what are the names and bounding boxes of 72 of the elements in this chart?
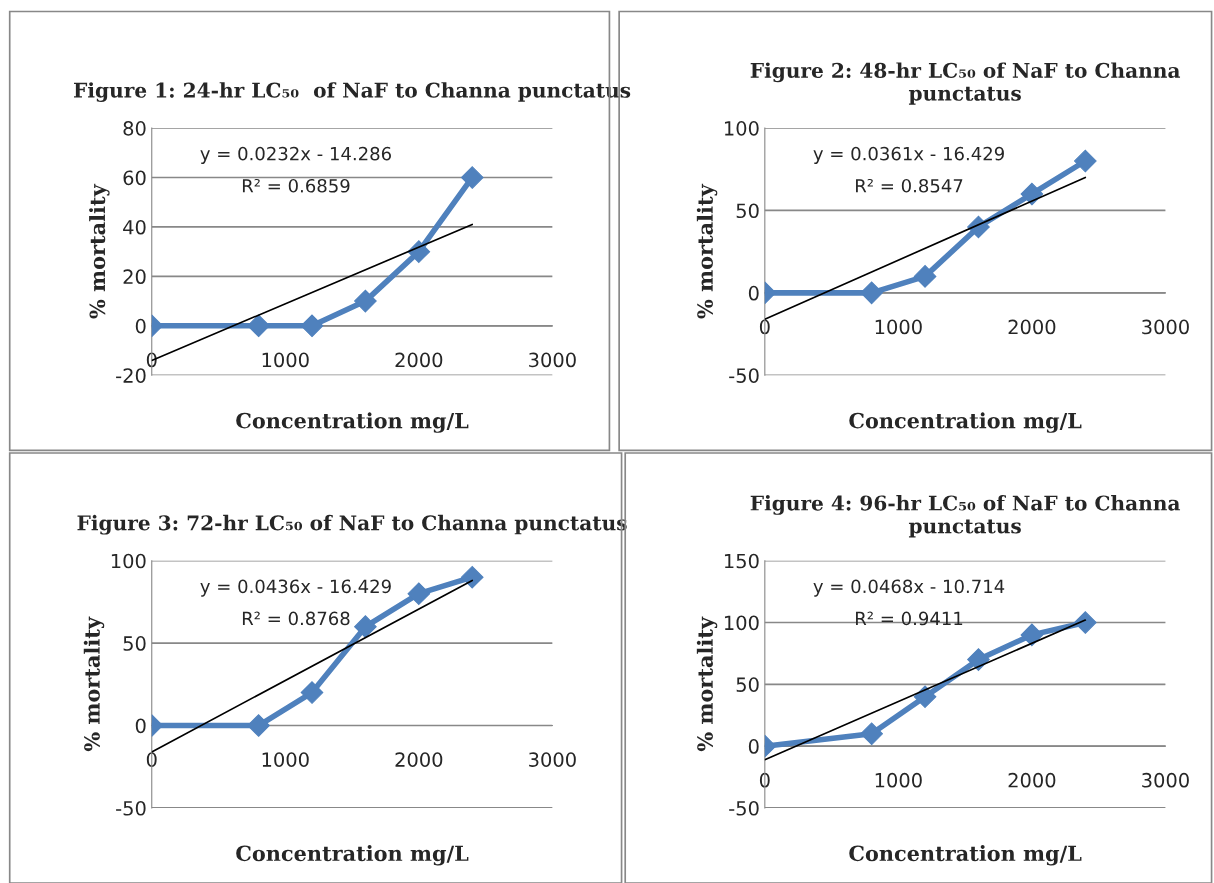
y-tick-label: 0	[748, 739, 759, 754]
point	[300, 314, 324, 338]
y-tick-label: 0	[748, 285, 759, 301]
y-tick-label: -20	[116, 368, 146, 383]
annotation: y = 0.0361x - 16.429	[813, 146, 1004, 164]
y-tick-label: -50	[116, 800, 146, 816]
annotation: R² = 0.8768	[242, 611, 350, 626]
y-tick-label: 100	[111, 553, 146, 569]
y-tick-label: 50	[123, 636, 146, 651]
point	[913, 265, 937, 288]
point	[1020, 623, 1044, 647]
y-tick-label: 100	[724, 120, 759, 136]
x-tick-label: 0	[759, 319, 770, 335]
point	[1020, 182, 1044, 206]
x-tick-label: 2000	[1008, 772, 1056, 788]
annotation: R² = 0.6859	[242, 178, 350, 193]
x-tick-label: 1000	[262, 752, 309, 767]
x-tick-label: 3000	[1142, 319, 1189, 335]
y-axis-title: % mortality	[696, 183, 718, 319]
point	[407, 582, 431, 605]
y-tick-label: 40	[123, 219, 146, 235]
x-tick-label: 2000	[1008, 319, 1056, 335]
y-tick-label: 20	[123, 269, 146, 285]
x-tick-label: 1000	[262, 352, 309, 368]
x-tick-label: 0	[146, 752, 157, 767]
chart-title: Figure 1: 24-hr LC₅₀ of NaF to Channa punctatus	[74, 82, 631, 102]
point	[460, 166, 484, 189]
y-tick-label: 80	[123, 120, 146, 136]
point	[354, 615, 377, 638]
x-tick-label: 0	[759, 772, 770, 788]
y-tick-label: 50	[736, 203, 759, 219]
point	[460, 565, 484, 589]
annotation: R² = 0.8547	[856, 178, 963, 193]
x-tick-label: 3000	[529, 752, 576, 767]
annotation: y = 0.0436x - 16.429	[200, 579, 391, 597]
point	[300, 681, 324, 704]
y-tick-label: -50	[729, 368, 759, 383]
x-tick-label: 2000	[395, 352, 443, 368]
x-tick-label: 1000	[875, 772, 922, 788]
x-axis-title: Concentration mg/L	[236, 845, 469, 866]
point	[860, 722, 883, 746]
y-tick-label: 50	[736, 677, 759, 692]
point	[247, 714, 270, 737]
y-tick-label: 150	[724, 553, 759, 569]
point	[860, 281, 883, 305]
y-axis-title: % mortality	[696, 616, 718, 752]
y-tick-label: 60	[123, 170, 146, 186]
x-axis-title: Concentration mg/L	[236, 412, 469, 433]
y-tick-label: 100	[724, 615, 759, 631]
chart-title: Figure 2: 48-hr LC₅₀ of NaF to Channa punctatus	[750, 62, 1181, 105]
point	[967, 648, 990, 671]
x-tick-label: 2000	[395, 752, 443, 767]
y-tick-label: -50	[729, 800, 759, 816]
y-tick-label: 0	[135, 718, 146, 734]
point	[407, 240, 431, 263]
x-axis-title: Concentration mg/L	[849, 845, 1082, 866]
annotation: y = 0.0468x - 10.714	[813, 579, 1005, 597]
point	[354, 289, 377, 313]
y-axis-title: % mortality	[83, 616, 105, 752]
point	[1073, 611, 1097, 634]
x-tick-label: 3000	[529, 352, 576, 368]
annotation: R² = 0.9411	[856, 611, 963, 626]
point	[247, 314, 270, 338]
point	[913, 685, 937, 709]
chart-title: Figure 4: 96-hr LC₅₀ of NaF to Channa punctatus	[750, 495, 1181, 538]
annotation: y = 0.0232x - 14.286	[200, 146, 391, 164]
chart-title: Figure 3: 72-hr LC₅₀ of NaF to Channa punctatus	[77, 514, 627, 535]
x-tick-label: 1000	[875, 319, 922, 335]
x-tick-label: 3000	[1142, 772, 1189, 788]
x-axis-title: Concentration mg/L	[849, 412, 1082, 433]
y-axis-title: % mortality	[89, 183, 110, 319]
point	[1073, 149, 1097, 173]
